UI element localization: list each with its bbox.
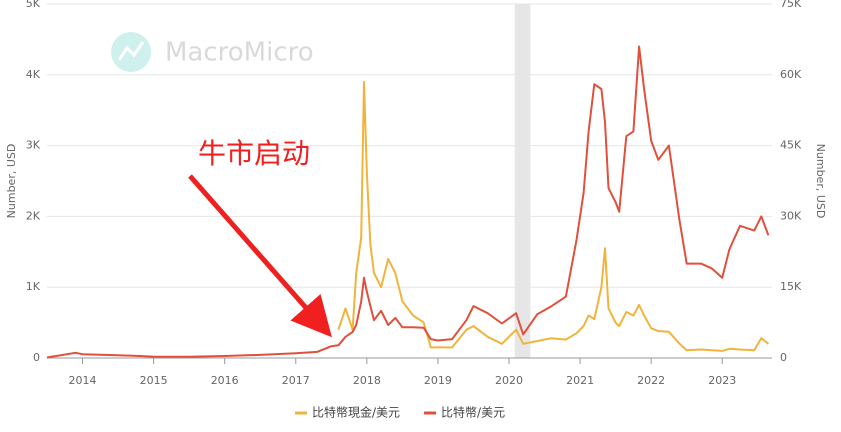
- y2-tick-label: 30K: [780, 209, 802, 222]
- y2-tick-label: 75K: [780, 0, 802, 10]
- x-tick-label: 2022: [637, 374, 665, 387]
- x-tick-label: 2020: [495, 374, 523, 387]
- y-tick-label: 4K: [26, 68, 41, 81]
- y2-tick-label: 0: [780, 351, 787, 364]
- y2-tick-label: 45K: [780, 139, 802, 152]
- x-tick-label: 2021: [566, 374, 594, 387]
- series-line: [46, 45, 770, 359]
- x-tick-label: 2023: [708, 374, 736, 387]
- watermark: MacroMicro: [111, 32, 314, 72]
- x-tick-label: 2015: [140, 374, 168, 387]
- x-tick-label: 2014: [69, 374, 97, 387]
- y-tick-label: 2K: [26, 209, 41, 222]
- y-axis-label: Number, USD: [5, 144, 18, 219]
- legend: 比特幣現金/美元 比特幣/美元: [295, 405, 505, 420]
- y2-axis-label: Number, USD: [814, 144, 827, 219]
- x-tick-label: 2017: [282, 374, 310, 387]
- legend-label: 比特幣現金/美元: [312, 405, 400, 420]
- annotation: 牛市启动: [198, 137, 310, 170]
- shaded-period: [514, 4, 531, 358]
- x-tick-label: 2016: [211, 374, 239, 387]
- watermark-text: MacroMicro: [165, 38, 314, 68]
- y-tick-label: 5K: [26, 0, 41, 10]
- x-tick-label: 2019: [424, 374, 452, 387]
- legend-label: 比特幣/美元: [441, 405, 505, 420]
- x-tick-label: 2018: [353, 374, 381, 387]
- y-tick-label: 3K: [26, 139, 41, 152]
- series-line: [337, 80, 770, 352]
- y-tick-label: 1K: [26, 280, 41, 293]
- y2-tick-label: 15K: [780, 280, 802, 293]
- y2-tick-label: 60K: [780, 68, 802, 81]
- annotation-arrow: [188, 174, 332, 338]
- y-tick-label: 0: [33, 351, 40, 364]
